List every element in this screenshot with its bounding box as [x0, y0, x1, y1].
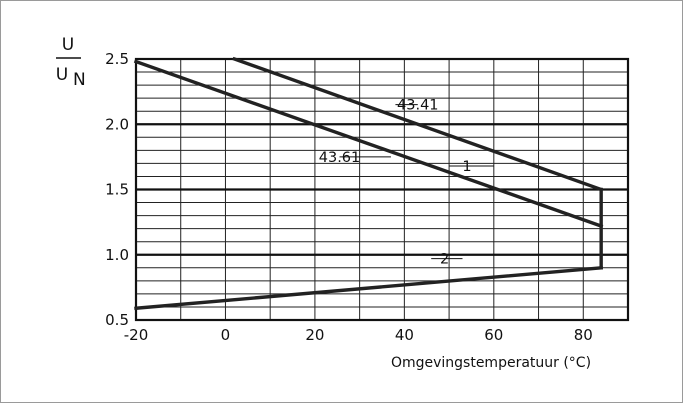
- annotation-label: 1: [462, 159, 471, 175]
- annotation-label: 2: [440, 252, 449, 268]
- y-axis-denominator: U: [56, 65, 68, 85]
- x-axis-title: Omgevingstemperatuur (°C): [391, 355, 591, 371]
- y-axis-numerator: U: [62, 35, 74, 55]
- series-line: [134, 265, 604, 311]
- x-tick-label: 80: [574, 326, 593, 344]
- x-tick-label: 40: [395, 326, 414, 344]
- annotation-label: 43.41: [397, 98, 439, 114]
- x-tick-label: 20: [305, 326, 324, 344]
- y-tick-label: 1.5: [105, 181, 129, 199]
- y-axis-denominator-subscript: N: [73, 70, 86, 90]
- x-tick-label: 0: [221, 326, 231, 344]
- x-tick-label: -20: [124, 326, 149, 344]
- y-tick-label: 0.5: [105, 311, 129, 329]
- y-tick-label: 1.0: [105, 246, 129, 264]
- annotation-label: 43.61: [319, 150, 361, 166]
- plot-border: [134, 57, 630, 322]
- x-tick-label: 60: [484, 326, 503, 344]
- y-tick-label: 2.0: [105, 115, 129, 133]
- series-line: [232, 56, 604, 192]
- y-tick-label: 2.5: [105, 50, 129, 68]
- series-line: [133, 59, 604, 229]
